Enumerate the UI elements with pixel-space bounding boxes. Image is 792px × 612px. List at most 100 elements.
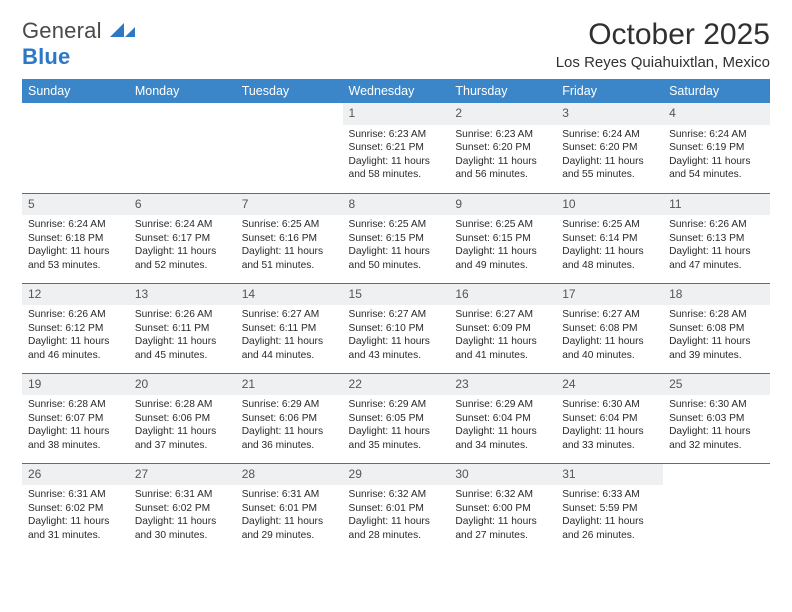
brand-mark-icon [110,20,136,38]
calendar-cell: 11Sunrise: 6:26 AMSunset: 6:13 PMDayligh… [663,193,770,283]
sunset-text: Sunset: 6:08 PM [562,322,657,335]
calendar-cell: 14Sunrise: 6:27 AMSunset: 6:11 PMDayligh… [236,283,343,373]
daylight-text: Daylight: 11 hours and 32 minutes. [669,425,764,452]
sunrise-text: Sunrise: 6:29 AM [242,398,337,411]
calendar-cell: 29Sunrise: 6:32 AMSunset: 6:01 PMDayligh… [343,463,450,553]
sunrise-text: Sunrise: 6:27 AM [242,308,337,321]
calendar-cell: 4Sunrise: 6:24 AMSunset: 6:19 PMDaylight… [663,103,770,193]
calendar-cell: 12Sunrise: 6:26 AMSunset: 6:12 PMDayligh… [22,283,129,373]
calendar-cell: 17Sunrise: 6:27 AMSunset: 6:08 PMDayligh… [556,283,663,373]
weekday-header: Saturday [663,79,770,103]
sunset-text: Sunset: 6:02 PM [28,502,123,515]
sunset-text: Sunset: 6:17 PM [135,232,230,245]
day-number: 1 [343,103,450,125]
calendar-cell: 2Sunrise: 6:23 AMSunset: 6:20 PMDaylight… [449,103,556,193]
sunset-text: Sunset: 6:19 PM [669,141,764,154]
calendar-cell: 6Sunrise: 6:24 AMSunset: 6:17 PMDaylight… [129,193,236,283]
day-number: 19 [22,374,129,396]
calendar-cell: 30Sunrise: 6:32 AMSunset: 6:00 PMDayligh… [449,463,556,553]
sunrise-text: Sunrise: 6:26 AM [669,218,764,231]
day-number: 22 [343,374,450,396]
daylight-text: Daylight: 11 hours and 39 minutes. [669,335,764,362]
sunset-text: Sunset: 6:08 PM [669,322,764,335]
weekday-header: Sunday [22,79,129,103]
calendar-week-row: 19Sunrise: 6:28 AMSunset: 6:07 PMDayligh… [22,373,770,463]
daylight-text: Daylight: 11 hours and 46 minutes. [28,335,123,362]
calendar-cell: 28Sunrise: 6:31 AMSunset: 6:01 PMDayligh… [236,463,343,553]
sunset-text: Sunset: 6:15 PM [349,232,444,245]
calendar-cell [22,103,129,193]
weekday-header: Monday [129,79,236,103]
calendar-cell: 13Sunrise: 6:26 AMSunset: 6:11 PMDayligh… [129,283,236,373]
weekday-header: Friday [556,79,663,103]
daylight-text: Daylight: 11 hours and 35 minutes. [349,425,444,452]
sunset-text: Sunset: 6:20 PM [455,141,550,154]
sunset-text: Sunset: 6:00 PM [455,502,550,515]
sunset-text: Sunset: 6:15 PM [455,232,550,245]
day-number: 23 [449,374,556,396]
calendar-week-row: 26Sunrise: 6:31 AMSunset: 6:02 PMDayligh… [22,463,770,553]
day-body: Sunrise: 6:28 AMSunset: 6:06 PMDaylight:… [129,395,236,456]
day-number: 10 [556,194,663,216]
sunset-text: Sunset: 6:06 PM [135,412,230,425]
calendar-cell: 19Sunrise: 6:28 AMSunset: 6:07 PMDayligh… [22,373,129,463]
sunrise-text: Sunrise: 6:31 AM [242,488,337,501]
calendar-cell: 10Sunrise: 6:25 AMSunset: 6:14 PMDayligh… [556,193,663,283]
sunrise-text: Sunrise: 6:27 AM [455,308,550,321]
daylight-text: Daylight: 11 hours and 36 minutes. [242,425,337,452]
daylight-text: Daylight: 11 hours and 27 minutes. [455,515,550,542]
calendar-table: Sunday Monday Tuesday Wednesday Thursday… [22,79,770,553]
daylight-text: Daylight: 11 hours and 47 minutes. [669,245,764,272]
calendar-cell: 22Sunrise: 6:29 AMSunset: 6:05 PMDayligh… [343,373,450,463]
daylight-text: Daylight: 11 hours and 49 minutes. [455,245,550,272]
page-title: October 2025 [556,18,770,52]
day-body: Sunrise: 6:31 AMSunset: 6:02 PMDaylight:… [129,485,236,546]
day-body: Sunrise: 6:32 AMSunset: 6:01 PMDaylight:… [343,485,450,546]
daylight-text: Daylight: 11 hours and 43 minutes. [349,335,444,362]
day-number: 31 [556,464,663,486]
sunset-text: Sunset: 6:07 PM [28,412,123,425]
day-number: 11 [663,194,770,216]
calendar-cell: 7Sunrise: 6:25 AMSunset: 6:16 PMDaylight… [236,193,343,283]
calendar-cell: 5Sunrise: 6:24 AMSunset: 6:18 PMDaylight… [22,193,129,283]
calendar-cell [663,463,770,553]
day-body: Sunrise: 6:25 AMSunset: 6:15 PMDaylight:… [449,215,556,276]
sunrise-text: Sunrise: 6:32 AM [455,488,550,501]
sunrise-text: Sunrise: 6:24 AM [135,218,230,231]
day-number: 24 [556,374,663,396]
sunset-text: Sunset: 6:09 PM [455,322,550,335]
day-number: 2 [449,103,556,125]
calendar-week-row: 12Sunrise: 6:26 AMSunset: 6:12 PMDayligh… [22,283,770,373]
daylight-text: Daylight: 11 hours and 53 minutes. [28,245,123,272]
day-number: 16 [449,284,556,306]
sunrise-text: Sunrise: 6:25 AM [562,218,657,231]
sunset-text: Sunset: 6:11 PM [242,322,337,335]
sunset-text: Sunset: 6:12 PM [28,322,123,335]
daylight-text: Daylight: 11 hours and 38 minutes. [28,425,123,452]
sunrise-text: Sunrise: 6:30 AM [669,398,764,411]
sunset-text: Sunset: 6:01 PM [242,502,337,515]
daylight-text: Daylight: 11 hours and 28 minutes. [349,515,444,542]
sunrise-text: Sunrise: 6:29 AM [349,398,444,411]
sunrise-text: Sunrise: 6:23 AM [455,128,550,141]
day-body: Sunrise: 6:25 AMSunset: 6:15 PMDaylight:… [343,215,450,276]
sunset-text: Sunset: 6:01 PM [349,502,444,515]
sunrise-text: Sunrise: 6:24 AM [669,128,764,141]
day-body: Sunrise: 6:27 AMSunset: 6:08 PMDaylight:… [556,305,663,366]
brand-text-2: Blue [22,44,70,69]
calendar-cell: 9Sunrise: 6:25 AMSunset: 6:15 PMDaylight… [449,193,556,283]
day-number: 30 [449,464,556,486]
sunset-text: Sunset: 6:14 PM [562,232,657,245]
day-number: 21 [236,374,343,396]
daylight-text: Daylight: 11 hours and 31 minutes. [28,515,123,542]
calendar-cell [129,103,236,193]
sunrise-text: Sunrise: 6:24 AM [28,218,123,231]
sunset-text: Sunset: 6:02 PM [135,502,230,515]
day-body: Sunrise: 6:33 AMSunset: 5:59 PMDaylight:… [556,485,663,546]
calendar-week-row: 1Sunrise: 6:23 AMSunset: 6:21 PMDaylight… [22,103,770,193]
day-body: Sunrise: 6:32 AMSunset: 6:00 PMDaylight:… [449,485,556,546]
sunrise-text: Sunrise: 6:25 AM [349,218,444,231]
calendar-cell: 31Sunrise: 6:33 AMSunset: 5:59 PMDayligh… [556,463,663,553]
day-number: 15 [343,284,450,306]
calendar-cell: 24Sunrise: 6:30 AMSunset: 6:04 PMDayligh… [556,373,663,463]
